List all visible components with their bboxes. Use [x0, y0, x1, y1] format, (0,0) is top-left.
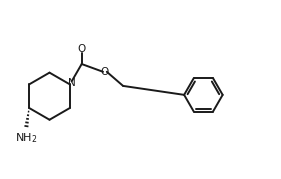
- Text: O: O: [100, 67, 108, 77]
- Text: N: N: [68, 78, 76, 88]
- Text: NH$_2$: NH$_2$: [15, 131, 38, 145]
- Text: O: O: [78, 44, 86, 54]
